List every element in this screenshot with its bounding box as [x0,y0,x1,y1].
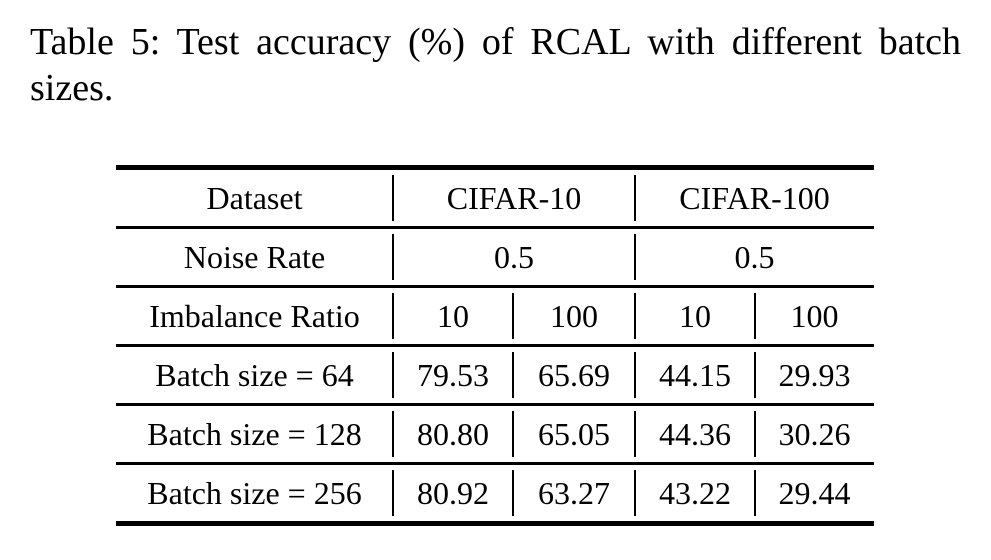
table-cell: 80.92 [392,464,513,524]
row-label-imbalance-ratio: Imbalance Ratio [149,297,360,334]
row-label-noise-rate: Noise Rate [183,238,326,275]
table-cell: 29.44 [754,464,874,524]
caption-line-2: sizes. [30,67,114,109]
row-label-dataset: Dataset [206,179,303,216]
data-row-batch-256: Batch size = 256 80.92 63.27 43.22 29.44 [116,464,874,524]
noise-rate-cifar100: 0.5 [634,228,874,287]
table-caption: Table 5: Test accuracy (%) of RCAL with … [30,19,961,111]
table-cell: 44.15 [634,346,755,405]
table-cell: 65.05 [512,405,635,464]
header-cifar100: CIFAR-100 [634,168,874,228]
table-cell: 79.53 [392,346,513,405]
table-cell: 65.69 [512,346,635,405]
row-label-batch-128: Batch size = 128 [147,415,362,452]
table-cell: 29.93 [754,346,874,405]
imbalance-cifar100-10: 10 [634,287,755,346]
header-row-noise-rate: Noise Rate 0.5 0.5 [116,228,874,287]
noise-rate-cifar10: 0.5 [392,228,635,287]
table-cell: 63.27 [512,464,635,524]
imbalance-cifar10-10: 10 [392,287,513,346]
caption-line-1: Table 5: Test accuracy (%) of RCAL with … [30,21,961,63]
results-table: Dataset CIFAR-10 CIFAR-100 Noise Rate 0.… [116,165,874,526]
table-cell: 80.80 [392,405,513,464]
header-cifar10: CIFAR-10 [392,168,635,228]
table-cell: 30.26 [754,405,874,464]
data-row-batch-64: Batch size = 64 79.53 65.69 44.15 29.93 [116,346,874,405]
header-row-dataset: Dataset CIFAR-10 CIFAR-100 [116,168,874,228]
imbalance-cifar10-100: 100 [512,287,635,346]
table-cell: 43.22 [634,464,755,524]
imbalance-cifar100-100: 100 [754,287,874,346]
header-row-imbalance-ratio: Imbalance Ratio 10 100 10 100 [116,287,874,346]
table-cell: 44.36 [634,405,755,464]
row-label-batch-64: Batch size = 64 [155,356,354,393]
data-row-batch-128: Batch size = 128 80.80 65.05 44.36 30.26 [116,405,874,464]
row-label-batch-256: Batch size = 256 [147,474,362,511]
